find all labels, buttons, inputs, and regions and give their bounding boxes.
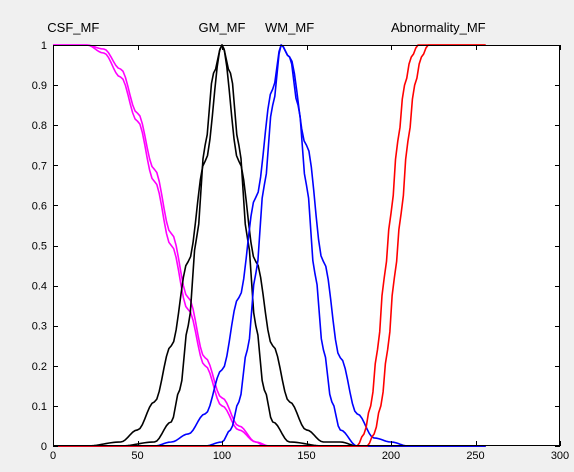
y-tick-label: 0 [41,441,47,453]
y-tick-label: 0.8 [32,120,47,132]
mf-label: CSF_MF [47,20,99,35]
y-tick-label: 0.6 [32,200,47,212]
x-tick-label: 0 [50,450,56,462]
y-tick-label: 0.1 [32,401,47,413]
y-tick-label: 0.4 [32,281,47,293]
y-tick-label: 0.5 [32,241,47,253]
y-tick-label: 0.2 [32,361,47,373]
plot-area [53,45,560,446]
y-tick-label: 0.9 [32,80,47,92]
y-tick-label: 1 [41,40,47,52]
x-tick-label: 300 [551,450,569,462]
mf-labels: CSF_MF GM_MF WM_MF Abnormality_MF [47,20,485,35]
x-tick-label: 200 [382,450,400,462]
mf-label: WM_MF [265,20,314,35]
mf-label: Abnormality_MF [391,20,486,35]
mf-label: GM_MF [199,20,246,35]
x-tick-label: 50 [131,450,143,462]
axis-ticks: 0 50 100 150 200 250 300 0 0.1 0.2 0.3 0.4 0.5 0.6 0.7… [32,40,569,462]
x-tick-label: 250 [466,450,484,462]
plot-frame [53,45,560,446]
y-tick-label: 0.3 [32,321,47,333]
x-tick-label: 100 [213,450,231,462]
x-tick-label: 150 [297,450,315,462]
y-tick-label: 0.7 [32,160,47,172]
